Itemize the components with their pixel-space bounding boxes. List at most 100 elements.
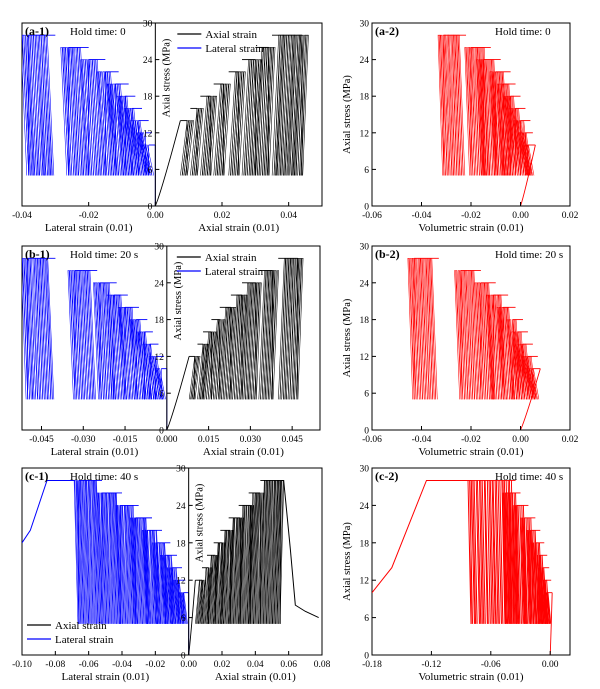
plot-frame	[21, 467, 323, 656]
data-layer	[372, 479, 553, 655]
load-cycle-line	[409, 257, 417, 400]
panel-label: (a-1)	[25, 24, 49, 38]
x-axis-label: Volumetric strain (0.01)	[418, 671, 524, 683]
x-axis-label-axial: Axial strain (0.01)	[203, 446, 284, 458]
series-lateral-strain	[22, 34, 156, 206]
y-tick-label: 6	[364, 614, 369, 624]
load-cycle-line	[236, 517, 242, 624]
x-tick-label: 0.02	[214, 211, 231, 221]
x-tick-label: 0.000	[156, 435, 178, 445]
data-layer	[407, 257, 541, 430]
plot-frame	[371, 245, 571, 431]
panel-label: (b-2)	[375, 247, 400, 261]
load-cycle-line	[195, 108, 204, 176]
load-cycle-line	[208, 95, 218, 176]
legend: Axial strain Lateral strain	[176, 252, 264, 278]
load-cycle-line	[254, 282, 262, 400]
load-cycle-line	[458, 270, 465, 400]
load-cycle-line	[67, 270, 76, 400]
legend: Axial strain Lateral strain	[27, 620, 114, 646]
x-tick-label: -0.18	[362, 660, 382, 670]
x-tick-label: -0.015	[113, 435, 138, 445]
y-tick-label: 24	[360, 502, 370, 512]
load-cycle-line	[130, 517, 136, 624]
x-tick-label: -0.02	[461, 211, 481, 221]
y-tick-label: 18	[176, 539, 186, 549]
hold-time-label: Hold time: 0	[70, 26, 126, 38]
data-layer	[437, 34, 536, 206]
load-cycle-line	[221, 83, 231, 176]
y-tick-label: 12	[360, 577, 370, 587]
load-cycle-line	[173, 579, 180, 624]
stress-level-28	[271, 34, 309, 176]
stress-level-16	[190, 107, 204, 176]
y-axis-label: Axial stress (MPa)	[173, 261, 184, 340]
y-tick-label: 0	[364, 427, 369, 437]
load-cycle-line	[218, 542, 224, 624]
curve-initial-loading	[166, 356, 190, 430]
load-cycle-line	[412, 257, 420, 400]
stress-level-28	[73, 480, 102, 624]
y-tick-label: 18	[360, 539, 370, 549]
load-cycle-line	[520, 517, 525, 624]
post-peak-curve	[280, 479, 319, 619]
x-tick-label: 0.00	[147, 211, 164, 221]
load-cycle-line	[271, 270, 279, 400]
stress-level-18	[200, 95, 218, 176]
x-axis-label-lateral: Lateral strain (0.01)	[51, 446, 139, 458]
load-cycle-line	[509, 319, 517, 400]
hold-time-label: Hold time: 0	[495, 26, 551, 38]
y-axis-label: Axial stress (MPa)	[161, 38, 172, 117]
load-cycle-line	[455, 270, 464, 400]
load-cycle-line	[185, 120, 194, 176]
x-tick-label: 0.06	[280, 660, 297, 670]
y-tick-label: 30	[360, 465, 370, 475]
load-cycle-line	[133, 517, 140, 624]
y-axis-label: Axial stress (MPa)	[342, 298, 353, 377]
x-tick-label: 0.02	[562, 435, 579, 445]
y-tick-label: 0	[364, 652, 369, 662]
load-cycle-line	[23, 257, 32, 400]
y-tick-label: 30	[360, 243, 370, 253]
stress-level-24	[93, 282, 117, 400]
load-cycle-line	[491, 294, 499, 400]
load-cycle-line	[149, 343, 158, 400]
x-tick-label: -0.030	[71, 435, 96, 445]
stress-level-26	[60, 46, 89, 176]
load-cycle-line	[203, 95, 212, 176]
stress-level-20	[219, 306, 237, 400]
stress-level-28	[260, 480, 285, 624]
x-tick-label: 0.00	[180, 660, 197, 670]
curve-initial-loading	[154, 120, 181, 206]
x-tick-label: -0.06	[362, 211, 382, 221]
x-axis-label: Volumetric strain (0.01)	[418, 222, 524, 234]
load-cycle-line	[478, 282, 487, 400]
stress-level-28	[22, 34, 56, 176]
post-peak-curve	[372, 479, 471, 593]
series-volumetric-strain	[372, 479, 553, 655]
legend-label: Lateral strain	[205, 266, 264, 278]
data-layer	[22, 257, 304, 430]
load-cycle-line	[62, 47, 71, 176]
y-tick-label: 24	[143, 56, 153, 66]
hold-time-label: Hold time: 20 s	[70, 249, 138, 261]
x-tick-label: 0.02	[562, 211, 579, 221]
y-tick-label: 18	[360, 316, 370, 326]
plot-frame	[21, 22, 323, 207]
y-tick-label: 12	[176, 577, 186, 587]
data-layer	[22, 479, 319, 655]
stress-level-26	[464, 46, 491, 176]
load-cycle-line	[295, 257, 304, 400]
x-tick-label: 0.015	[198, 435, 220, 445]
y-tick-label: 12	[360, 353, 370, 363]
x-axis-label-axial: Axial strain (0.01)	[215, 671, 296, 683]
y-tick-label: 18	[143, 93, 153, 103]
x-tick-label: -0.06	[79, 660, 99, 670]
stress-level-12	[195, 579, 206, 624]
y-tick-label: 24	[360, 56, 370, 66]
y-tick-label: 0	[181, 652, 186, 662]
y-tick-label: 12	[360, 129, 370, 139]
y-tick-label: 6	[364, 390, 369, 400]
hold-time-label: Hold time: 40 s	[70, 471, 138, 483]
